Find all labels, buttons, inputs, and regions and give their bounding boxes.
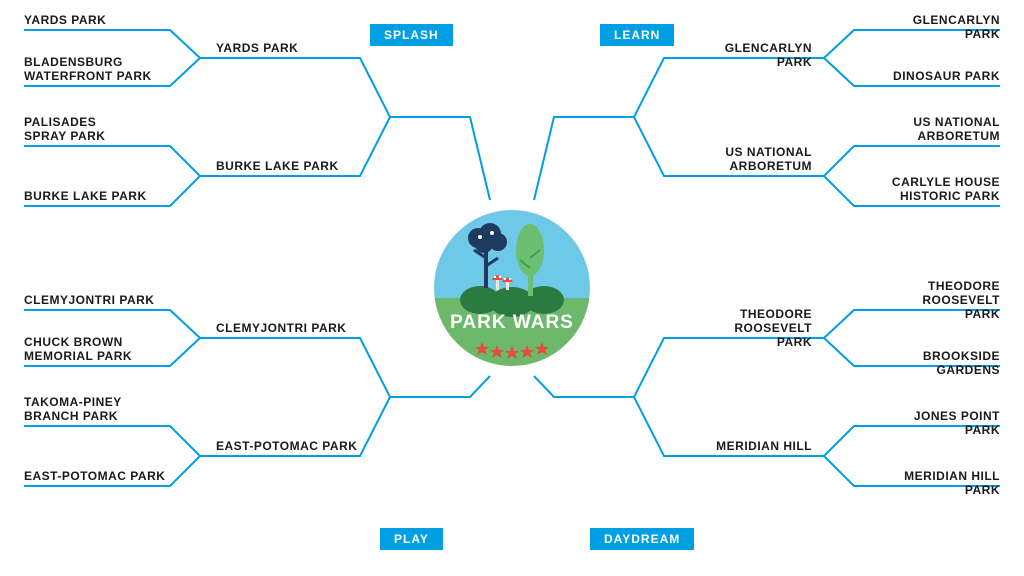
team-label: US NATIONALARBORETUM: [888, 116, 1000, 144]
team-label: US NATIONALARBORETUM: [700, 146, 812, 174]
park-wars-logo: PARK WARS: [432, 208, 592, 368]
team-label: TAKOMA-PINEYBRANCH PARK: [24, 396, 122, 424]
team-label: CLEMYJONTRI PARK: [24, 294, 154, 308]
team-label: BURKE LAKE PARK: [216, 160, 339, 174]
team-label: YARDS PARK: [24, 14, 106, 28]
team-label: THEODOREROOSEVELT PARK: [888, 280, 1000, 321]
team-label: EAST-POTOMAC PARK: [24, 470, 165, 484]
team-label: MERIDIAN HILL: [700, 440, 812, 454]
team-label: BURKE LAKE PARK: [24, 190, 147, 204]
team-label: DINOSAUR PARK: [888, 70, 1000, 84]
team-label: CHUCK BROWNMEMORIAL PARK: [24, 336, 132, 364]
team-label: CARLYLE HOUSEHISTORIC PARK: [888, 176, 1000, 204]
logo-title: PARK WARS: [450, 312, 574, 333]
team-label: YARDS PARK: [216, 42, 298, 56]
team-label: MERIDIAN HILL PARK: [888, 470, 1000, 498]
team-label: BLADENSBURGWATERFRONT PARK: [24, 56, 152, 84]
team-label: THEODOREROOSEVELT PARK: [700, 308, 812, 349]
category-badge: LEARN: [600, 24, 674, 46]
category-badge: SPLASH: [370, 24, 453, 46]
team-label: PALISADESSPRAY PARK: [24, 116, 105, 144]
team-label: BROOKSIDE GARDENS: [888, 350, 1000, 378]
category-badge: DAYDREAM: [590, 528, 694, 550]
team-label: GLENCARLYN PARK: [700, 42, 812, 70]
team-label: JONES POINT PARK: [888, 410, 1000, 438]
category-badge: PLAY: [380, 528, 443, 550]
team-label: GLENCARLYN PARK: [888, 14, 1000, 42]
team-label: CLEMYJONTRI PARK: [216, 322, 346, 336]
team-label: EAST-POTOMAC PARK: [216, 440, 357, 454]
